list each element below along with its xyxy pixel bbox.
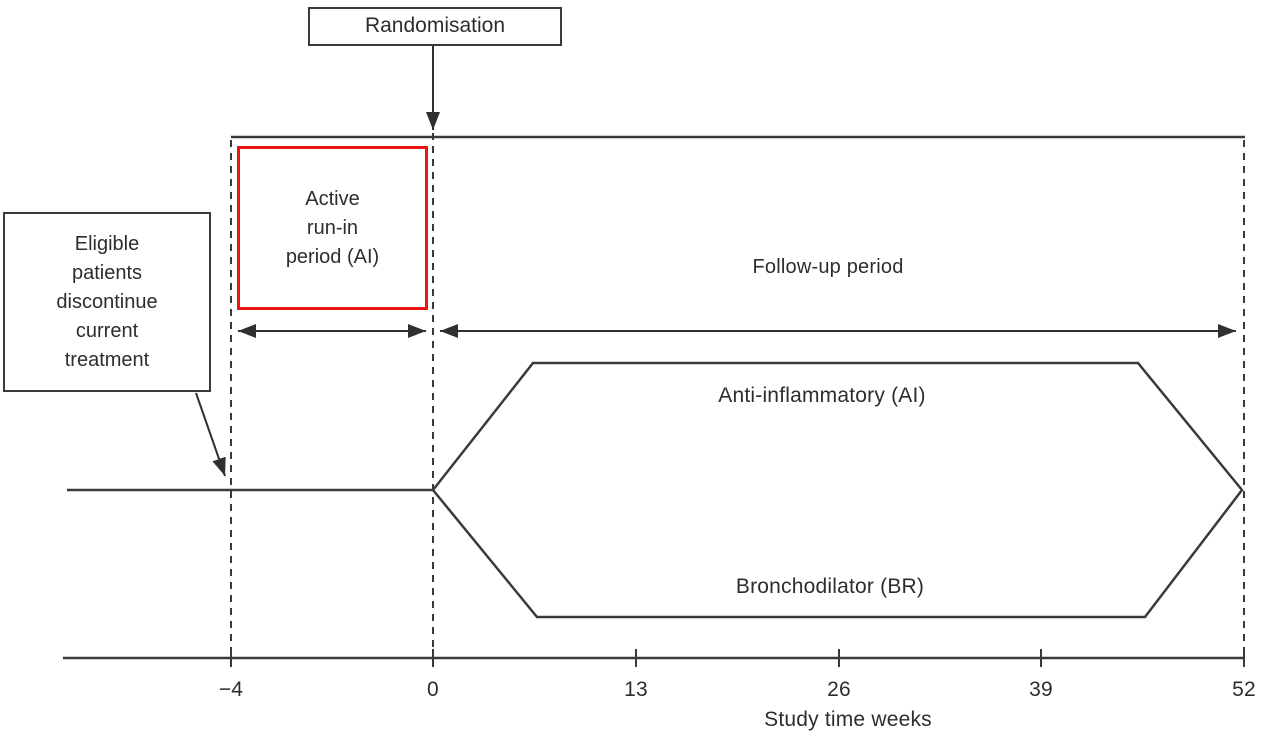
axis-title: Study time weeks [764,708,932,731]
run-in-period-label: Active run-in period (AI) [285,187,380,268]
axis-tick-label-13: 13 [624,678,648,701]
arm-anti-inflammatory-label: Anti-inflammatory (AI) [718,384,926,407]
axis-tick-label-52: 52 [1232,678,1256,701]
randomisation-box: Randomisation [308,7,562,46]
axis-tick-label-0: 0 [427,678,439,701]
axis-tick-label-39: 39 [1029,678,1053,701]
randomisation-label: Randomisation [364,14,506,38]
eligible-patients-box: Eligible patients discontinue current tr… [3,212,211,392]
arm-bronchodilator-label: Bronchodilator (BR) [735,575,925,598]
eligible-patients-label: Eligible patients discontinue current tr… [56,232,158,371]
axis-tick-label-26: 26 [827,678,851,701]
follow-up-period-label: Follow-up period [752,256,904,278]
axis-tick-label-minus4: −4 [218,678,244,701]
run-in-period-box: Active run-in period (AI) [237,146,428,310]
treatment-arms-hexagon [431,361,1244,619]
eligible-patients-arrow [195,392,226,477]
